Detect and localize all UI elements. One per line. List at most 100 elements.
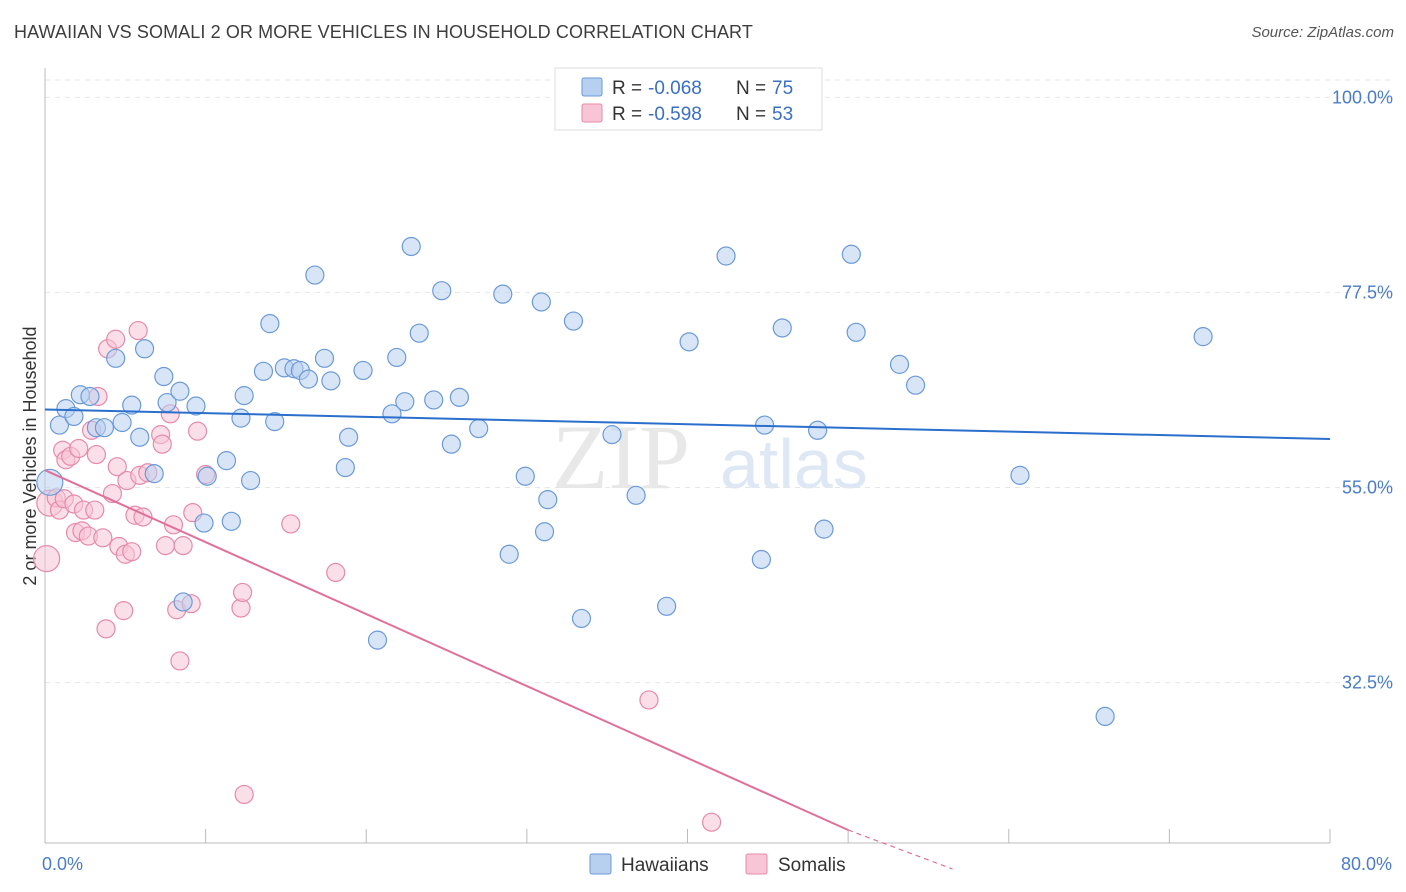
source-label: Source: ZipAtlas.com — [1251, 24, 1394, 41]
somali-point — [114, 601, 134, 621]
hawaiian-point — [216, 451, 237, 471]
hawaiian-point — [260, 314, 280, 334]
hawaiian-point — [154, 366, 174, 387]
hawaiian-point — [469, 418, 489, 439]
hawaiian-point — [387, 347, 407, 368]
hawaiian-point — [338, 427, 359, 447]
hawaiian-point — [231, 408, 251, 428]
y-tick-label: 32.5% — [1342, 673, 1393, 693]
hawaiian-point — [305, 265, 325, 285]
hawaiian-point — [221, 511, 241, 531]
hawaiian-point — [134, 339, 155, 359]
legend-n-value-hawaiians: 75 — [772, 78, 793, 99]
somali-point — [107, 457, 127, 477]
hawaiian-point — [772, 318, 792, 338]
hawaiian-point — [716, 246, 736, 266]
somali-point — [232, 582, 253, 603]
somali-point — [326, 562, 346, 583]
legend-n-label-somalis: N = — [736, 104, 766, 125]
hawaiian-point — [1010, 465, 1030, 485]
hawaiian-point — [889, 354, 910, 374]
hawaiian-point — [841, 244, 861, 264]
hawaiian-point — [265, 412, 285, 432]
hawaiian-point — [571, 608, 592, 629]
hawaiian-point — [808, 420, 828, 440]
legend-r-value-somalis: -0.598 — [648, 104, 702, 125]
somali-point — [170, 651, 190, 671]
hawaiian-points — [36, 236, 1213, 727]
hawaiian-point — [49, 415, 70, 435]
bottom-legend: Hawaiians Somalis — [589, 853, 846, 876]
bottom-legend-swatch-somalis — [745, 853, 768, 875]
hawaiian-point — [515, 466, 535, 486]
y-axis-title: 2 or more Vehicles in Household — [20, 326, 40, 585]
hawaiian-point — [401, 236, 421, 257]
hawaiian-point — [112, 412, 132, 433]
hawaiian-point — [602, 425, 622, 445]
y-tick-labels: 32.5% 55.0% 77.5% 100.0% — [1332, 87, 1393, 692]
hawaiian-point — [563, 311, 584, 331]
bottom-legend-swatch-hawaiians — [589, 853, 612, 875]
hawaiian-point — [409, 323, 429, 343]
legend: R = -0.068 N = 75 R = -0.598 N = 53 — [554, 67, 823, 131]
hawaiian-point — [432, 281, 452, 301]
watermark-atlas: atlas — [720, 425, 868, 503]
hawaiian-point — [173, 592, 193, 612]
legend-r-label-somalis: R = — [612, 104, 642, 125]
hawaiian-point — [814, 519, 834, 539]
hawaiian-point — [335, 457, 355, 478]
somali-point — [96, 619, 116, 639]
hawaiian-point — [751, 549, 771, 570]
hawaiian-point — [1095, 706, 1115, 727]
hawaiian-point — [94, 418, 115, 438]
legend-swatch-hawaiians — [581, 77, 603, 97]
hawaiian-point — [846, 322, 866, 342]
somali-point — [173, 536, 193, 556]
hawaiian-point — [80, 386, 100, 407]
somali-point — [122, 542, 142, 562]
hawaiian-point — [321, 371, 341, 391]
hawaiian-point — [353, 360, 373, 381]
legend-swatch-somalis — [581, 103, 603, 123]
legend-r-label-hawaiians: R = — [612, 78, 642, 99]
hawaiian-point — [441, 434, 461, 454]
somali-point — [86, 444, 107, 465]
somali-point — [93, 528, 113, 548]
hawaiian-point — [395, 392, 415, 412]
somali-point — [85, 500, 105, 520]
somali-point — [639, 690, 659, 710]
hawaiian-point — [253, 361, 274, 381]
hawaiian-point — [194, 513, 214, 533]
hawaiian-point — [499, 544, 519, 564]
hawaiian-point — [367, 630, 388, 650]
legend-n-label-hawaiians: N = — [736, 78, 766, 99]
somali-point — [33, 545, 61, 573]
x-ticks — [205, 829, 1331, 843]
somali-point — [106, 329, 126, 349]
hawaiian-trendline — [44, 408, 1331, 440]
hawaiian-point — [493, 284, 513, 304]
hawaiian-point — [531, 292, 551, 312]
hawaiian-point — [314, 348, 335, 368]
somali-point — [234, 784, 254, 805]
hawaiian-point — [679, 332, 699, 352]
hawaiian-point — [298, 369, 319, 389]
somali-point — [187, 421, 208, 441]
somali-point — [155, 536, 176, 556]
hawaiian-point — [106, 348, 126, 368]
hawaiian-point — [657, 596, 677, 616]
bottom-legend-label-somalis: Somalis — [778, 855, 846, 876]
hawaiian-point — [144, 464, 164, 484]
bottom-legend-label-hawaiians: Hawaiians — [621, 855, 709, 876]
y-tick-label: 77.5% — [1342, 282, 1393, 302]
legend-n-value-somalis: 53 — [772, 104, 793, 125]
hawaiian-point — [197, 466, 217, 486]
hawaiian-point — [64, 406, 84, 427]
somali-trendline-extension — [847, 829, 953, 870]
hawaiian-point — [130, 427, 150, 447]
hawaiian-point — [538, 490, 558, 510]
somali-point — [152, 434, 172, 454]
y-tick-label: 100.0% — [1332, 87, 1393, 107]
chart-title: HAWAIIAN VS SOMALI 2 OR MORE VEHICLES IN… — [14, 22, 753, 42]
